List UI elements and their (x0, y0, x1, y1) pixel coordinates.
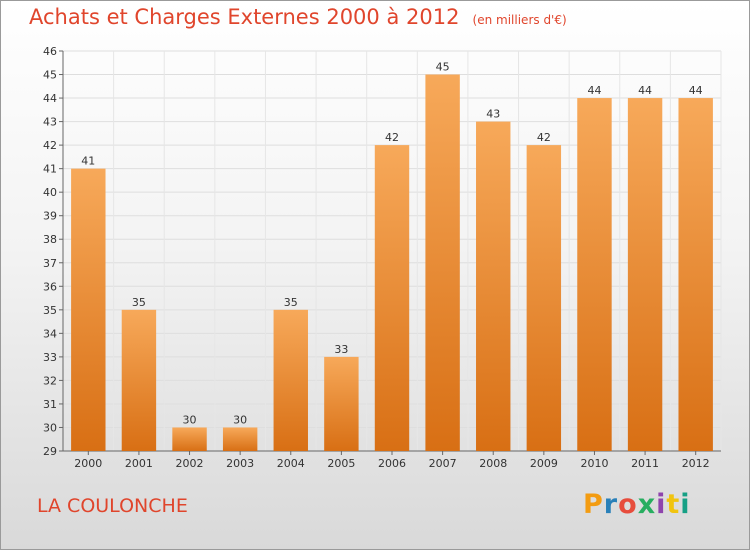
y-tick-label: 35 (43, 304, 57, 317)
value-labels: 41 35 30 30 35 33 42 45 43 42 44 44 44 (81, 61, 702, 427)
bar-2009 (526, 145, 562, 451)
value-label-2006: 42 (385, 131, 399, 144)
bar-2002 (172, 427, 207, 451)
value-label-2000: 41 (81, 155, 95, 168)
x-tick-label-2005: 2005 (327, 457, 355, 470)
value-label-2004: 35 (284, 296, 298, 309)
logo-letter: t (666, 489, 681, 520)
y-tick-label: 33 (43, 351, 57, 364)
logo-letter: P (583, 489, 604, 520)
y-tick-label: 32 (43, 374, 57, 387)
y-tick-label: 40 (43, 186, 57, 199)
logo-letter: x (637, 489, 657, 520)
value-label-2010: 44 (587, 84, 601, 97)
chart-title: Achats et Charges Externes 2000 à 2012 (… (29, 5, 567, 29)
x-tick-label-2007: 2007 (429, 457, 457, 470)
value-label-2002: 30 (183, 413, 197, 426)
x-tick-label-2010: 2010 (580, 457, 608, 470)
title-main: Achats et Charges Externes 2000 à 2012 (29, 5, 460, 29)
value-label-2007: 45 (436, 61, 450, 74)
value-label-2011: 44 (638, 84, 652, 97)
y-tick-label: 44 (43, 92, 57, 105)
x-tick-label-2009: 2009 (530, 457, 558, 470)
x-tick-label-2001: 2001 (125, 457, 153, 470)
x-tick-label-2008: 2008 (479, 457, 507, 470)
bar-2000 (71, 168, 106, 451)
logo-letter: r (603, 489, 619, 520)
y-tick-label: 29 (43, 445, 57, 458)
commune-name: LA COULONCHE (37, 495, 188, 517)
x-tick-label-2003: 2003 (226, 457, 254, 470)
bar-2008 (476, 121, 511, 452)
y-tick-label: 43 (43, 116, 57, 129)
bar-2003 (222, 427, 258, 451)
y-tick-label: 30 (43, 421, 57, 434)
x-tick-label-2006: 2006 (378, 457, 406, 470)
y-tick-label: 36 (43, 280, 57, 293)
bars (71, 74, 713, 452)
x-tick-label-2011: 2011 (631, 457, 659, 470)
bar-2001 (121, 309, 157, 451)
y-tick-label: 34 (43, 327, 57, 340)
bar-2012 (678, 98, 713, 451)
y-tick-label: 37 (43, 257, 57, 270)
value-label-2012: 44 (689, 84, 703, 97)
y-tick-label: 31 (43, 398, 57, 411)
y-tick-label: 45 (43, 69, 57, 82)
y-tick-label: 39 (43, 210, 57, 223)
x-tick-label-2012: 2012 (682, 457, 710, 470)
logo-letter: i (656, 489, 667, 520)
bar-2011 (627, 98, 663, 451)
value-label-2005: 33 (334, 343, 348, 356)
logo-letter: i (680, 489, 691, 520)
value-label-2001: 35 (132, 296, 146, 309)
bar-2004 (273, 309, 308, 451)
value-label-2003: 30 (233, 413, 247, 426)
x-tick-label-2002: 2002 (176, 457, 204, 470)
bar-2007 (425, 74, 460, 451)
bar-2006 (374, 145, 410, 451)
value-label-2009: 42 (537, 131, 551, 144)
y-tick-label: 42 (43, 139, 57, 152)
axes: 29 30 31 32 33 34 35 36 37 38 39 40 41 42 43 44 45 46 2000… (43, 45, 721, 470)
logo-letter: o (618, 489, 638, 520)
y-tick-label: 41 (43, 163, 57, 176)
title-unit: (en milliers d'€) (472, 13, 567, 27)
x-tick-label-2000: 2000 (74, 457, 102, 470)
bar-2010 (577, 98, 612, 451)
x-tick-label-2004: 2004 (277, 457, 305, 470)
value-label-2008: 43 (486, 108, 500, 121)
bar-2005 (324, 356, 359, 451)
proxiti-logo: Proxiti (583, 489, 691, 520)
y-tick-label: 46 (43, 45, 57, 58)
y-tick-label: 38 (43, 233, 57, 246)
